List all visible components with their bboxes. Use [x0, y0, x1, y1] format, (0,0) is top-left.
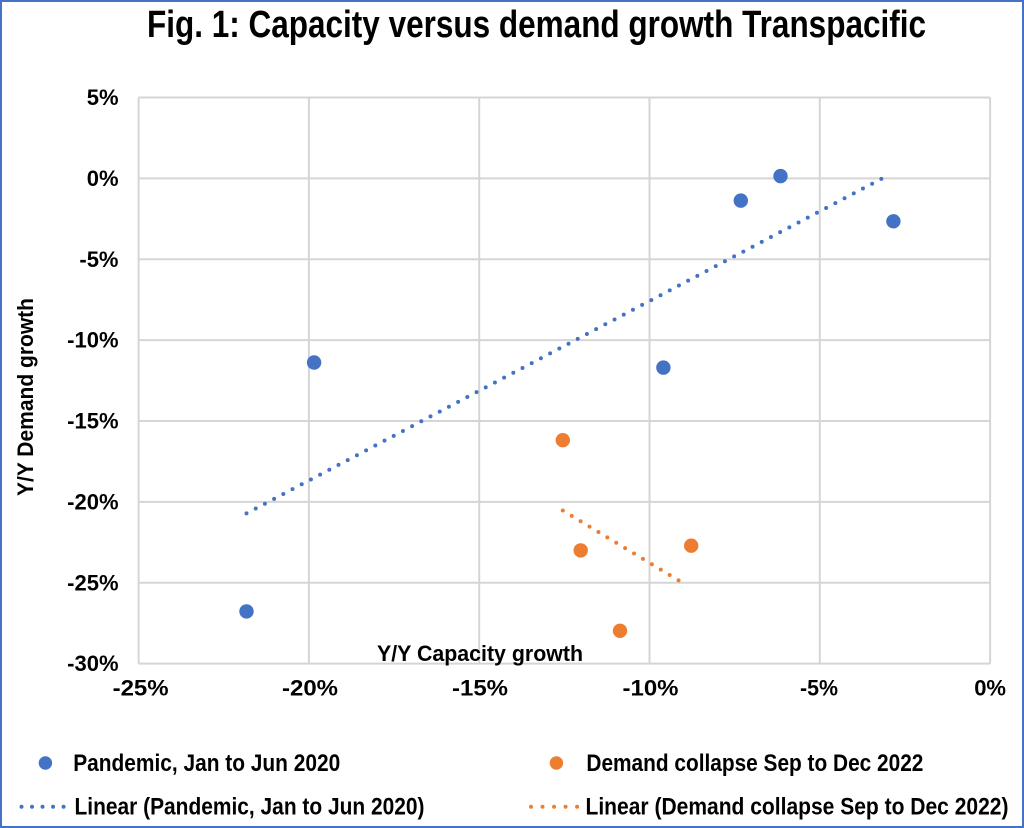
svg-text:Linear (Pandemic, Jan to Jun 2: Linear (Pandemic, Jan to Jun 2020): [75, 794, 425, 821]
svg-text:Pandemic, Jan to Jun 2020: Pandemic, Jan to Jun 2020: [73, 750, 340, 777]
svg-text:Demand collapse Sep to Dec 202: Demand collapse Sep to Dec 2022: [586, 750, 923, 777]
svg-text:-5%: -5%: [800, 676, 838, 701]
svg-text:-25%: -25%: [113, 676, 169, 701]
svg-text:0%: 0%: [87, 166, 119, 191]
svg-text:Fig. 1: Capacity versus demand: Fig. 1: Capacity versus demand growth Tr…: [147, 4, 926, 46]
svg-text:-20%: -20%: [67, 490, 118, 515]
svg-text:-30%: -30%: [67, 651, 118, 676]
svg-text:-25%: -25%: [67, 570, 118, 595]
svg-text:-5%: -5%: [79, 247, 118, 272]
svg-text:5%: 5%: [87, 85, 119, 110]
svg-text:Linear (Demand collapse Sep to: Linear (Demand collapse Sep to Dec 2022): [586, 794, 1009, 821]
svg-text:-10%: -10%: [623, 676, 679, 701]
svg-text:Y/Y Capacity growth: Y/Y Capacity growth: [377, 641, 583, 666]
svg-text:0%: 0%: [974, 676, 1006, 701]
svg-text:-15%: -15%: [67, 409, 118, 434]
svg-text:Y/Y Demand growth: Y/Y Demand growth: [13, 298, 38, 496]
svg-text:-10%: -10%: [67, 328, 118, 353]
svg-text:-20%: -20%: [282, 676, 338, 701]
svg-text:-15%: -15%: [452, 676, 508, 701]
